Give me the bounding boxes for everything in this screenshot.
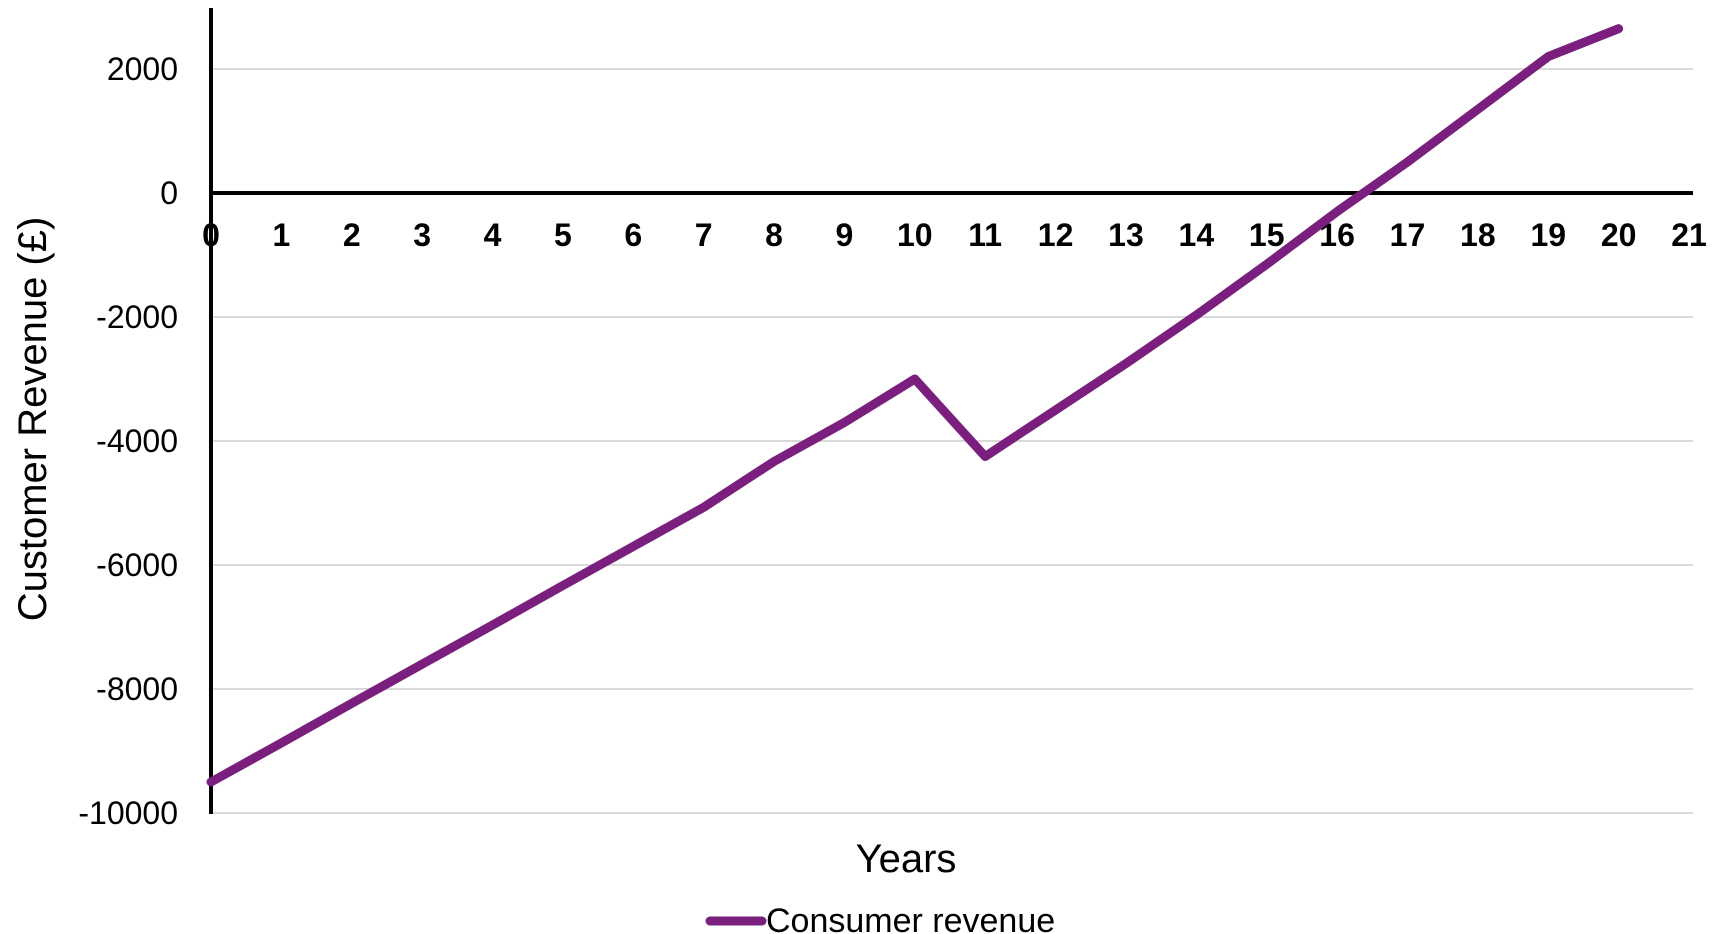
x-tick-label: 0: [202, 217, 220, 253]
x-axis-label: Years: [856, 837, 957, 881]
y-tick-label: 2000: [107, 51, 178, 87]
x-tick-label: 14: [1179, 217, 1215, 253]
y-tick-label: 0: [160, 175, 178, 211]
x-tick-label: 20: [1601, 217, 1637, 253]
legend-label: Consumer revenue: [766, 902, 1055, 934]
x-tick-label: 1: [272, 217, 290, 253]
x-tick-label: 15: [1249, 217, 1285, 253]
y-tick-label: -6000: [96, 547, 178, 583]
y-tick-labels: -10000 -8000 -6000 -4000 -2000 0 2000: [78, 51, 178, 831]
series-layer: [211, 29, 1619, 782]
x-tick-label: 6: [624, 217, 642, 253]
x-tick-label: 19: [1530, 217, 1566, 253]
x-tick-label: 4: [484, 217, 502, 253]
x-tick-label: 10: [897, 217, 933, 253]
x-tick-label: 12: [1038, 217, 1074, 253]
x-tick-label: 13: [1108, 217, 1144, 253]
x-tick-label: 21: [1671, 217, 1707, 253]
gridlines: [211, 69, 1693, 813]
x-tick-labels: 0 1 2 3 4 5 6 7 8 9 10 11 12 13 14 15 16 17 18 19 20 21: [202, 217, 1707, 253]
x-tick-label: 7: [695, 217, 713, 253]
y-tick-label: -8000: [96, 671, 178, 707]
series-line: [211, 29, 1619, 782]
x-tick-label: 9: [836, 217, 854, 253]
x-tick-label: 18: [1460, 217, 1496, 253]
y-tick-label: -10000: [78, 795, 178, 831]
x-tick-label: 11: [968, 217, 1002, 253]
y-tick-label: -2000: [96, 299, 178, 335]
x-tick-label: 5: [554, 217, 572, 253]
axes: [211, 8, 1693, 814]
y-axis-label: Customer Revenue (£): [11, 217, 55, 622]
y-tick-label: -4000: [96, 423, 178, 459]
x-tick-label: 3: [413, 217, 431, 253]
x-tick-label: 8: [765, 217, 783, 253]
x-tick-label: 17: [1390, 217, 1426, 253]
x-tick-label: 2: [343, 217, 361, 253]
legend: Consumer revenue: [710, 902, 1055, 934]
